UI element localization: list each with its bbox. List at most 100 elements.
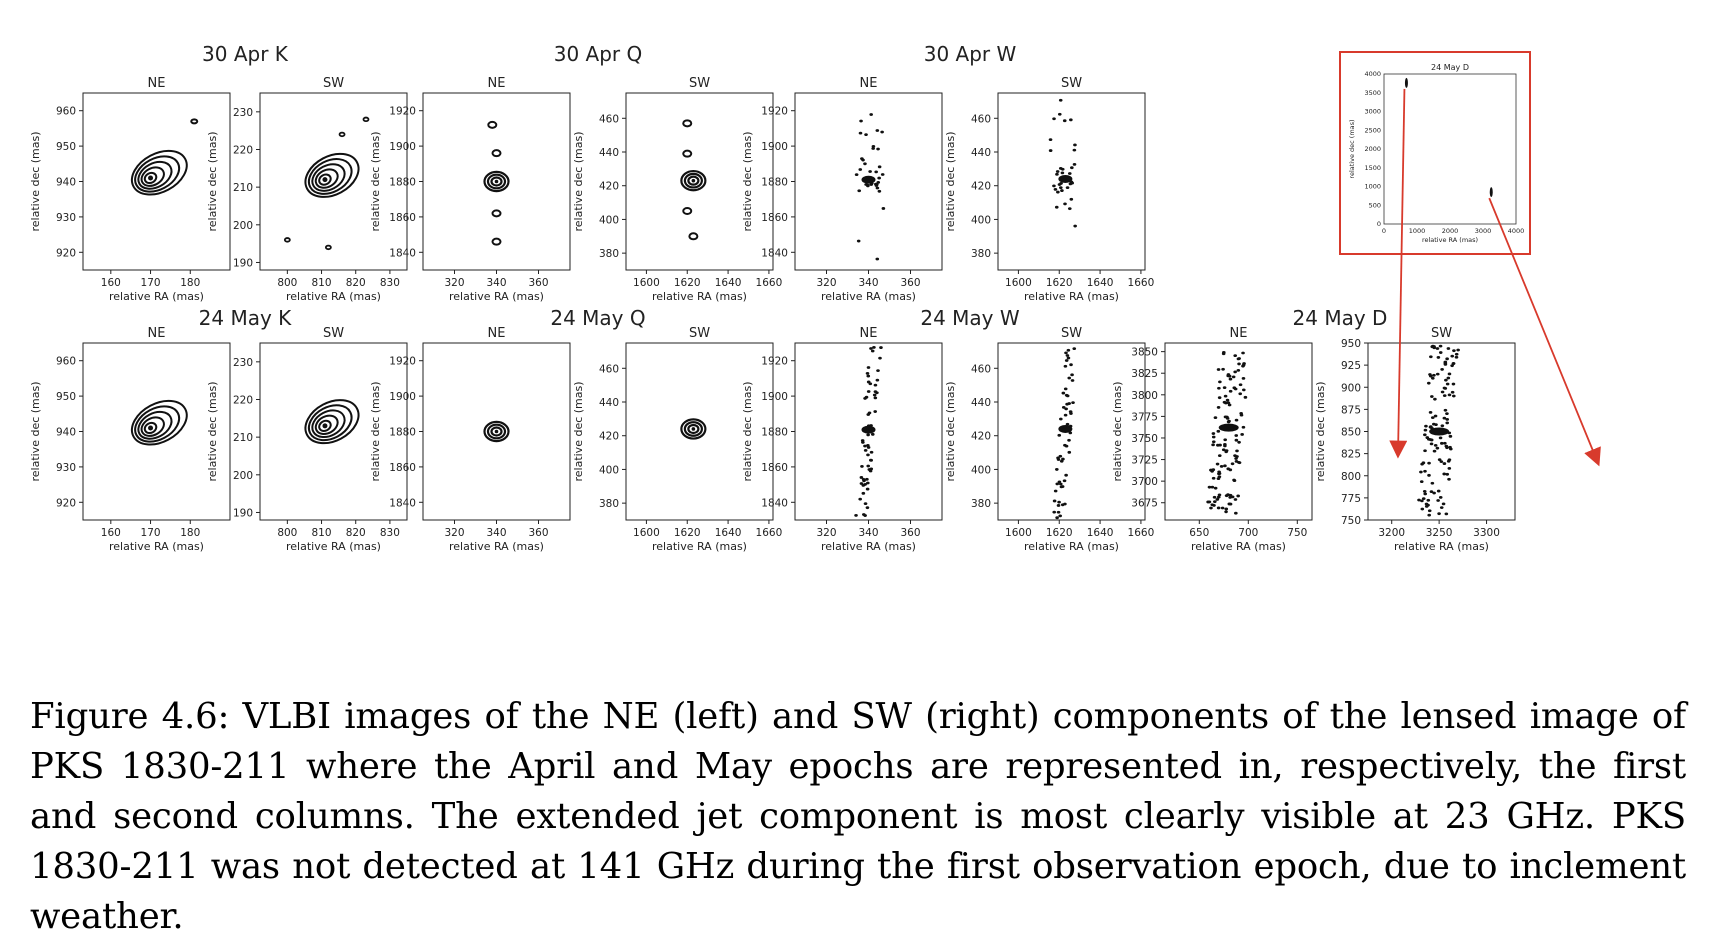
component-dot [1221, 352, 1226, 356]
component-dot [1073, 224, 1077, 228]
x-tick-label: 180 [180, 277, 200, 289]
component-dot [1067, 450, 1072, 454]
inset-y-tick-label: 2000 [1364, 145, 1381, 153]
component-dot [1067, 207, 1072, 211]
y-tick-label: 420 [971, 181, 991, 193]
x-axis-label: relative RA (mas) [1024, 540, 1119, 553]
group-title: 24 May K [199, 306, 293, 330]
component-dot [1058, 454, 1063, 458]
component-dot [1065, 394, 1070, 398]
y-axis-label: relative dec (mas) [944, 381, 957, 481]
component-dot [1056, 456, 1060, 460]
component-dot [1437, 512, 1441, 516]
y-tick-label: 380 [599, 498, 619, 510]
y-axis-label: relative dec (mas) [206, 131, 219, 231]
component-dot [1450, 364, 1454, 368]
component-dot [1233, 370, 1237, 374]
y-tick-label: 930 [56, 462, 76, 474]
component-dot [1217, 386, 1221, 390]
x-tick-label: 3200 [1378, 527, 1405, 539]
x-axis-label: relative RA (mas) [286, 540, 381, 553]
x-tick-label: 3250 [1426, 527, 1453, 539]
x-tick-label: 1660 [1128, 527, 1155, 539]
component-dot [1423, 469, 1427, 473]
group-title: 30 Apr W [924, 42, 1017, 66]
source-marks [1206, 351, 1248, 515]
source-marks [1052, 347, 1077, 520]
contour-blob [491, 237, 502, 246]
component-dot [1426, 498, 1431, 502]
y-tick-label: 440 [971, 147, 991, 159]
component-dot [865, 506, 870, 510]
inset-y-tick-label: 4000 [1364, 70, 1381, 78]
component-dot [871, 145, 876, 148]
y-tick-label: 960 [56, 106, 76, 118]
component-dot [1428, 411, 1433, 414]
component-dot [1234, 418, 1239, 422]
component-dot [1433, 443, 1438, 447]
y-tick-label: 1900 [389, 141, 416, 153]
panel-title: SW [689, 76, 710, 91]
contour-blob [491, 149, 502, 158]
x-axis-label: relative RA (mas) [449, 290, 544, 303]
peak-marker [148, 175, 154, 181]
component-dot [1423, 428, 1428, 432]
axes-frame [997, 342, 1146, 521]
component-dot [861, 477, 866, 481]
component-dot [1445, 446, 1449, 450]
component-dot [866, 464, 871, 468]
component-dot [1443, 441, 1447, 445]
component-dot [1430, 481, 1435, 485]
x-axis-label: relative RA (mas) [821, 290, 916, 303]
panel-ne: NE 320 340 360 1920 1900 1880 1860 1840 relative … [741, 76, 943, 303]
component-dot [1429, 374, 1433, 378]
component-dot [1427, 509, 1432, 513]
y-tick-label: 420 [599, 431, 619, 443]
y-tick-label: 875 [1341, 404, 1361, 416]
y-tick-label: 230 [233, 357, 253, 369]
panel-sw: SW 1600 1620 1640 1660 460 440 420 400 380 relativ… [572, 76, 782, 303]
component-dot [1216, 406, 1221, 409]
component-dot [1070, 373, 1074, 377]
component-dot [1228, 493, 1233, 497]
component-dot [1439, 506, 1444, 510]
component-dot [875, 257, 880, 261]
component-dot [1061, 405, 1066, 409]
component-dot [1446, 376, 1451, 380]
component-dot [1048, 149, 1053, 152]
component-dot [1452, 394, 1456, 398]
component-dot [1053, 489, 1058, 493]
component-dot [1234, 434, 1239, 437]
component-dot [1443, 360, 1448, 364]
component-dot [1052, 117, 1056, 121]
x-axis-label: relative RA (mas) [652, 540, 747, 553]
component-dot [1437, 458, 1442, 462]
panel-ne: NE 320 340 360 1920 1900 1880 1860 1840 relative … [741, 326, 943, 553]
component-dot [1445, 412, 1449, 415]
y-tick-label: 1880 [761, 427, 788, 439]
y-tick-label: 1860 [761, 462, 788, 474]
x-tick-label: 1600 [1005, 527, 1032, 539]
component-dot [1436, 499, 1440, 502]
peak-marker [322, 423, 328, 429]
component-dot [1058, 514, 1063, 518]
contour-ring [318, 419, 332, 432]
x-axis-label: relative RA (mas) [109, 540, 204, 553]
component-dot [1066, 348, 1071, 352]
y-tick-label: 800 [1341, 471, 1361, 483]
component-dot [1056, 504, 1061, 507]
x-tick-label: 1620 [1046, 277, 1073, 289]
component-dot [1213, 416, 1218, 420]
x-axis-label: relative RA (mas) [1191, 540, 1286, 553]
component-dot [1211, 440, 1216, 444]
component-dot [1447, 372, 1452, 376]
component-dot [1057, 480, 1062, 484]
component-dot [1236, 494, 1240, 498]
panel-title: NE [1230, 326, 1248, 341]
component-dot [1441, 502, 1446, 506]
inset-y-tick-label: 0 [1377, 220, 1381, 228]
contour-ring [137, 410, 173, 440]
x-axis-label: relative RA (mas) [109, 290, 204, 303]
component-dot [1232, 386, 1237, 390]
component-dot [1060, 171, 1065, 175]
